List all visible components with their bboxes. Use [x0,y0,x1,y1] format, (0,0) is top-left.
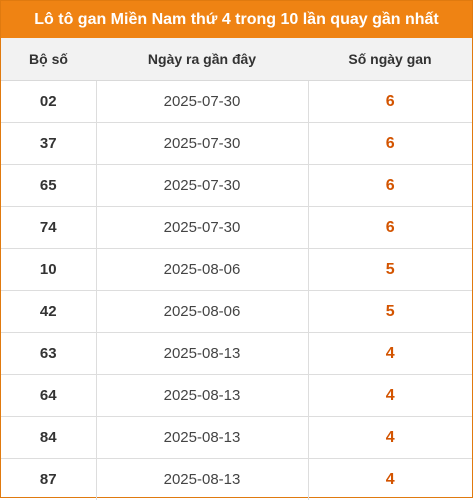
cell-ngay-ra: 2025-08-13 [96,375,308,417]
cell-ngay-ra: 2025-07-30 [96,123,308,165]
cell-bo-so: 87 [1,459,96,500]
lo-gan-table: Bộ số Ngày ra gần đây Số ngày gan 02 202… [1,38,472,500]
cell-ngay-ra: 2025-08-13 [96,417,308,459]
cell-ngay-ra: 2025-08-13 [96,333,308,375]
table-row: 37 2025-07-30 6 [1,123,472,165]
cell-so-ngay-gan: 4 [308,417,472,459]
table-row: 87 2025-08-13 4 [1,459,472,500]
cell-so-ngay-gan: 6 [308,123,472,165]
table-row: 74 2025-07-30 6 [1,207,472,249]
table-row: 84 2025-08-13 4 [1,417,472,459]
cell-so-ngay-gan: 6 [308,81,472,123]
cell-bo-so: 64 [1,375,96,417]
cell-bo-so: 74 [1,207,96,249]
table-body: 02 2025-07-30 6 37 2025-07-30 6 65 2025-… [1,81,472,500]
cell-ngay-ra: 2025-08-06 [96,291,308,333]
header-bo-so: Bộ số [1,38,96,81]
cell-bo-so: 02 [1,81,96,123]
cell-ngay-ra: 2025-07-30 [96,165,308,207]
header-so-ngay-gan: Số ngày gan [308,38,472,81]
table-row: 63 2025-08-13 4 [1,333,472,375]
table-row: 42 2025-08-06 5 [1,291,472,333]
cell-so-ngay-gan: 6 [308,165,472,207]
cell-ngay-ra: 2025-07-30 [96,81,308,123]
table-header: Bộ số Ngày ra gần đây Số ngày gan [1,38,472,81]
cell-bo-so: 37 [1,123,96,165]
table-row: 65 2025-07-30 6 [1,165,472,207]
table-row: 64 2025-08-13 4 [1,375,472,417]
table-row: 10 2025-08-06 5 [1,249,472,291]
cell-ngay-ra: 2025-08-06 [96,249,308,291]
cell-so-ngay-gan: 4 [308,459,472,500]
cell-bo-so: 42 [1,291,96,333]
table-row: 02 2025-07-30 6 [1,81,472,123]
cell-ngay-ra: 2025-07-30 [96,207,308,249]
cell-ngay-ra: 2025-08-13 [96,459,308,500]
panel-title: Lô tô gan Miền Nam thứ 4 trong 10 lần qu… [1,1,472,38]
cell-so-ngay-gan: 4 [308,333,472,375]
cell-so-ngay-gan: 5 [308,291,472,333]
cell-so-ngay-gan: 4 [308,375,472,417]
cell-so-ngay-gan: 5 [308,249,472,291]
cell-bo-so: 84 [1,417,96,459]
cell-so-ngay-gan: 6 [308,207,472,249]
cell-bo-so: 63 [1,333,96,375]
cell-bo-so: 10 [1,249,96,291]
header-row: Bộ số Ngày ra gần đây Số ngày gan [1,38,472,81]
header-ngay-ra: Ngày ra gần đây [96,38,308,81]
cell-bo-so: 65 [1,165,96,207]
